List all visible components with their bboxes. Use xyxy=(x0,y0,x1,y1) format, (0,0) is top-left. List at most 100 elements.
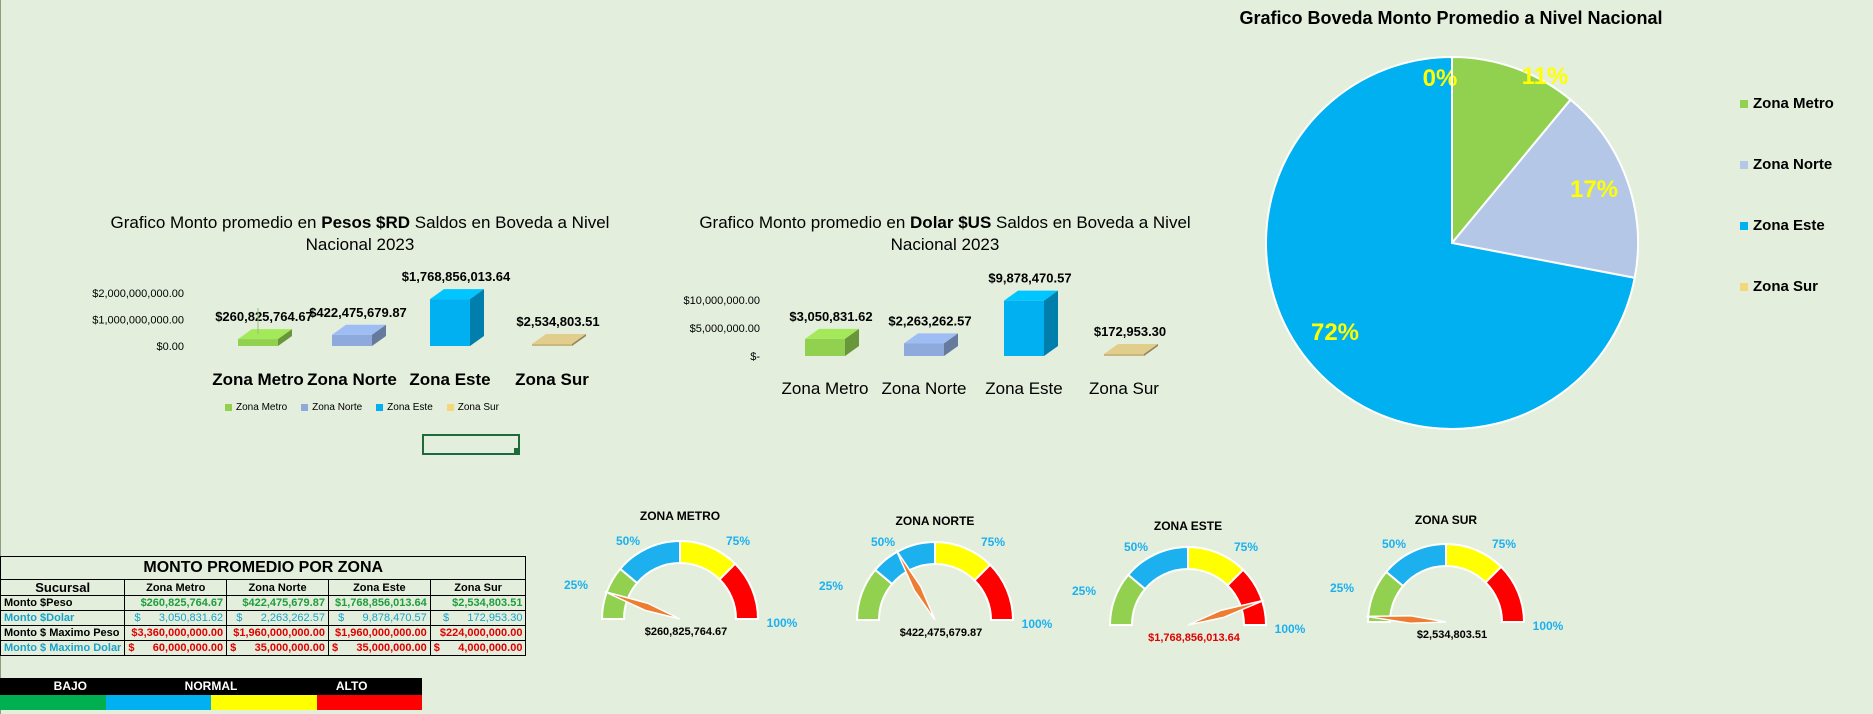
gauge-segment xyxy=(718,562,760,620)
summary-table-title: MONTO PROMEDIO POR ZONA xyxy=(0,556,527,580)
table-cell: $ 60,000,000.00 xyxy=(124,640,228,656)
status-color-red xyxy=(316,695,422,710)
gauge-charts: 25% 50% 75% 100% ZONA METRO $260,825,764.67 25… xyxy=(564,509,1564,644)
gauge-tick-label: 100% xyxy=(1275,622,1306,636)
pie-slice xyxy=(1265,55,1636,430)
table-cell: $224,000,000.00 xyxy=(429,625,527,641)
bar-side xyxy=(1144,344,1158,356)
pie-percent-label: 17% xyxy=(1570,176,1618,203)
gauge-tick-label: 25% xyxy=(564,578,588,592)
table-header-row: Sucursal Zona Metro Zona Norte Zona Este… xyxy=(0,579,527,596)
dolar-chart-title: Grafico Monto promedio en Dolar $US Sald… xyxy=(699,213,1191,254)
table-cell: $ 35,000,000.00 xyxy=(226,640,329,656)
table-row: Monto $ Maximo Dolar $ 60,000,000.00 $ 3… xyxy=(0,640,527,656)
bar-side xyxy=(572,334,586,346)
selected-cell[interactable] xyxy=(422,434,520,455)
pie-slice xyxy=(1450,98,1639,280)
x-tick-label: Zona Norte xyxy=(881,379,966,398)
status-color-green xyxy=(0,695,106,710)
y-tick-label: $1,000,000,000.00 xyxy=(92,315,184,327)
header-zona-sur: Zona Sur xyxy=(429,579,527,596)
bar-top xyxy=(238,329,292,340)
legend-item-metro: Zona Metro xyxy=(225,402,287,413)
data-label: $260,825,764.67 xyxy=(215,309,313,324)
data-label: $1,768,856,013.64 xyxy=(402,269,511,284)
gauge-tick-label: 100% xyxy=(1022,617,1053,631)
gauge-segment xyxy=(1226,568,1268,626)
row-label: Monto $Peso xyxy=(0,595,126,611)
bar xyxy=(1104,354,1144,356)
gauge-segment xyxy=(1484,565,1526,623)
gauge-title: ZONA ESTE xyxy=(1154,519,1222,533)
gauge-tick-label: 25% xyxy=(1330,581,1354,595)
data-label: $9,878,470.57 xyxy=(988,271,1071,286)
table-cell: $ 172,953.30 xyxy=(429,610,527,626)
bar-side xyxy=(944,333,958,356)
gauge-tick-label: 75% xyxy=(1492,537,1516,551)
status-alto: ALTO xyxy=(335,679,368,693)
x-tick-label: Zona Sur xyxy=(1089,379,1159,398)
y-tick-label: $0.00 xyxy=(156,341,184,353)
status-color-blue xyxy=(105,695,211,710)
bar-side xyxy=(845,328,859,356)
gauge-segment xyxy=(973,563,1015,621)
gauge-needle xyxy=(1187,599,1265,626)
bar xyxy=(805,338,845,356)
gauge-tick-label: 100% xyxy=(1533,619,1564,633)
fill-handle[interactable] xyxy=(514,448,519,453)
row-label: Monto $Dolar xyxy=(0,610,126,626)
bar xyxy=(238,339,278,346)
x-tick-label: Zona Sur xyxy=(515,370,589,389)
dolar-bar-chart: $10,000,000.00 $5,000,000.00 $- $3,050,831.… xyxy=(684,271,1167,398)
bar-top xyxy=(332,324,386,335)
table-cell: $3,360,000,000.00 xyxy=(124,625,228,641)
gauge-tick-label: 100% xyxy=(767,616,798,630)
data-label: $422,475,679.87 xyxy=(309,305,407,320)
y-tick-label: $5,000,000.00 xyxy=(690,323,760,335)
y-tick-label: $- xyxy=(750,351,760,363)
gauge-tick-label: 75% xyxy=(981,535,1005,549)
gauge-tick-label: 25% xyxy=(1072,584,1096,598)
bar-top xyxy=(532,334,586,344)
peso-chart-title: Grafico Monto promedio en Pesos $RD Sald… xyxy=(110,213,610,254)
gauge-tick-label: 50% xyxy=(616,534,640,548)
table-row: Monto $ Maximo Peso $3,360,000,000.00 $1… xyxy=(0,625,527,641)
gauge-tick-label: 50% xyxy=(871,535,895,549)
gauge-title: ZONA SUR xyxy=(1415,513,1478,527)
row-label: Monto $ Maximo Dolar xyxy=(0,640,126,656)
status-color-yellow xyxy=(211,695,317,710)
bar-side xyxy=(1044,290,1058,356)
bar-top xyxy=(904,333,958,344)
bar-side xyxy=(470,289,484,346)
bar xyxy=(332,334,372,346)
gauge-value-label: $260,825,764.67 xyxy=(645,626,728,638)
table-cell: $2,534,803.51 xyxy=(429,595,527,611)
bar-top xyxy=(1004,290,1058,301)
header-sucursal: Sucursal xyxy=(0,579,126,596)
sheet-edge xyxy=(0,0,1,714)
gauge-title: ZONA NORTE xyxy=(896,514,975,528)
table-row: Monto $Dolar $ 3,050,831.62 $ 2,263,262.… xyxy=(0,610,527,626)
x-tick-label: Zona Este xyxy=(409,370,490,389)
table-cell: $260,825,764.67 xyxy=(124,595,228,611)
x-tick-label: Zona Metro xyxy=(782,379,869,398)
legend-item-sur: Zona Sur xyxy=(446,402,499,413)
gauge-tick-label: 25% xyxy=(819,579,843,593)
bar-side xyxy=(278,329,292,346)
bar-top xyxy=(1104,344,1158,354)
data-label: $2,263,262.57 xyxy=(888,313,971,328)
pie-chart: 11%17%72%0% xyxy=(1265,55,1639,430)
pie-chart-title: Grafico Boveda Monto Promedio a Nivel Na… xyxy=(1239,8,1663,28)
header-zona-este: Zona Este xyxy=(327,579,431,596)
y-tick-label: $2,000,000,000.00 xyxy=(92,288,184,300)
legend-item-este: Zona Este xyxy=(376,402,433,413)
table-cell: $1,960,000,000.00 xyxy=(226,625,329,641)
table-cell: $1,768,856,013.64 xyxy=(327,595,431,611)
data-label: $2,534,803.51 xyxy=(516,314,599,329)
table-cell: $ 2,263,262.57 xyxy=(226,610,329,626)
gauge-value-label: $2,534,803.51 xyxy=(1417,629,1487,641)
row-label: Monto $ Maximo Peso xyxy=(0,625,126,641)
y-tick-label: $10,000,000.00 xyxy=(684,295,760,307)
gauge-tick-label: 75% xyxy=(1234,540,1258,554)
bar-top xyxy=(805,328,859,339)
